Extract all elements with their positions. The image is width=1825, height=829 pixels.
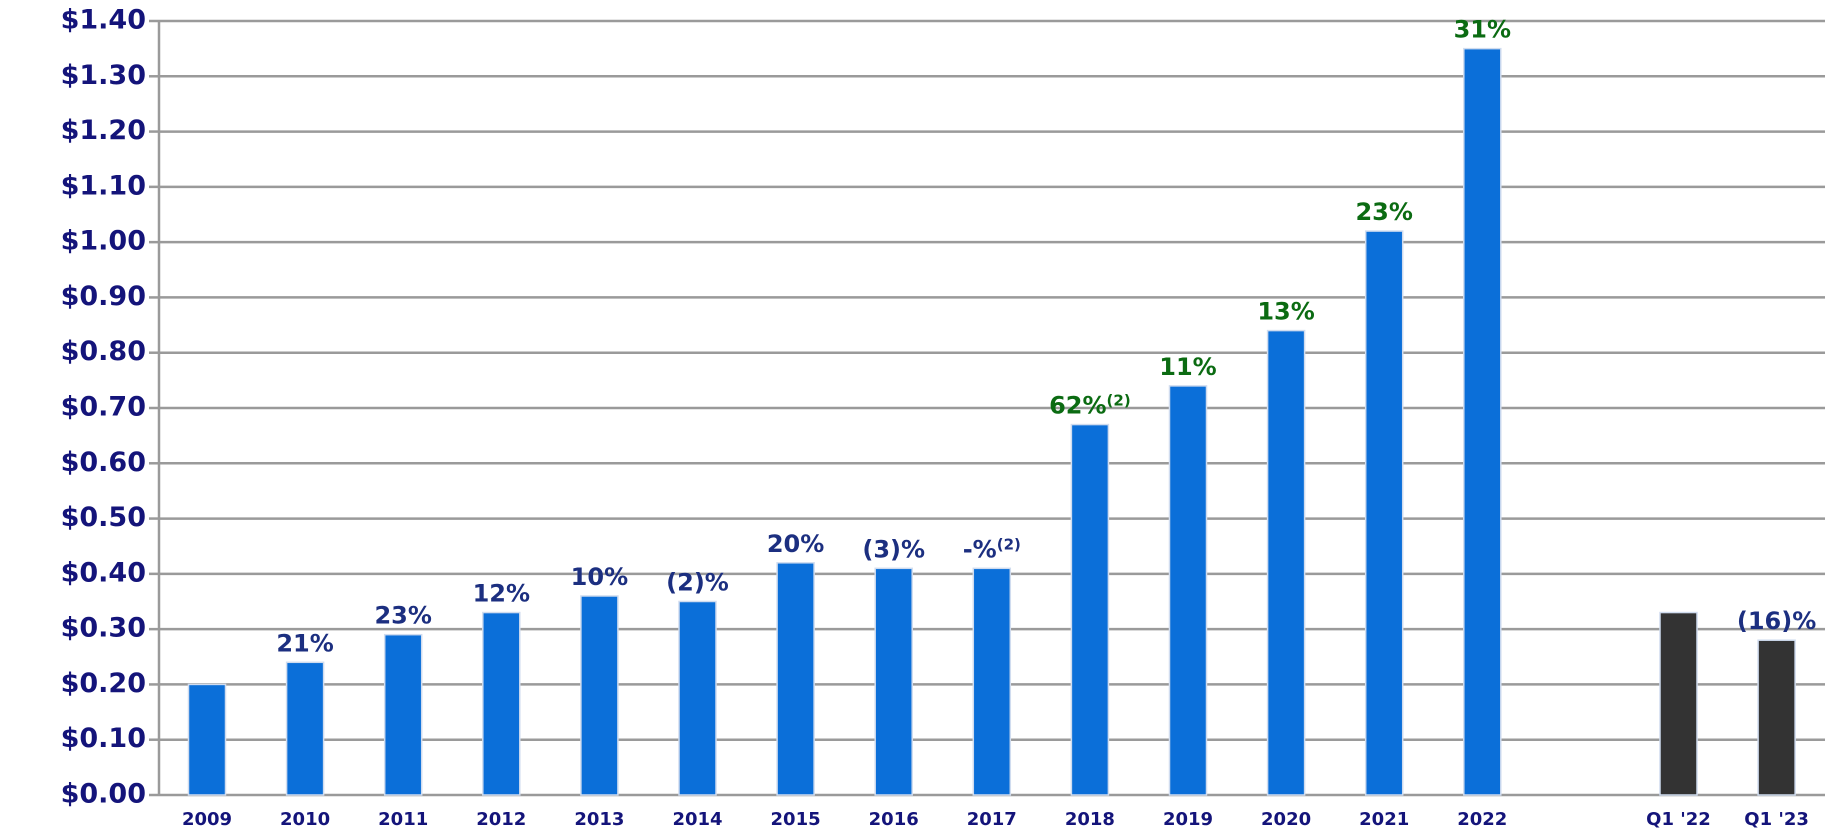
bar	[874, 567, 913, 796]
bar	[1463, 47, 1502, 796]
y-tick-label: $0.60	[61, 447, 146, 478]
y-tick-label: $0.20	[61, 668, 146, 699]
bar	[383, 633, 423, 796]
growth-label: 62%(2)	[1049, 391, 1131, 420]
x-tick-label: 2014	[672, 809, 722, 829]
bar	[482, 611, 521, 796]
growth-label-text: 23%	[374, 602, 431, 630]
x-tick-label: 2012	[476, 809, 526, 829]
growth-label: 23%	[374, 602, 431, 630]
growth-label: (2)%	[666, 569, 729, 597]
y-tick-label: $0.90	[61, 281, 146, 312]
bar	[1757, 639, 1796, 796]
x-tick-label: 2021	[1359, 809, 1409, 829]
growth-label-text: (2)%	[666, 569, 729, 597]
growth-label-text: 10%	[571, 563, 628, 591]
y-tick-label: $0.30	[61, 613, 146, 644]
growth-label-text: 31%	[1454, 16, 1511, 44]
bar	[972, 567, 1012, 796]
growth-label-note: (2)	[997, 535, 1021, 553]
bar	[678, 600, 717, 796]
growth-label: 21%	[276, 629, 333, 657]
bar	[776, 562, 815, 796]
growth-label-text: 21%	[276, 629, 333, 657]
x-tick-label: 2022	[1457, 809, 1507, 829]
growth-label-text: 13%	[1257, 298, 1314, 326]
y-tick-label: $1.00	[61, 226, 146, 257]
growth-label: 10%	[571, 563, 628, 591]
bar	[580, 595, 619, 796]
x-tick-label: 2018	[1065, 809, 1115, 829]
x-tick-label: 2019	[1163, 809, 1213, 829]
bar	[285, 661, 325, 796]
growth-label-note: (2)	[1107, 391, 1131, 409]
growth-label-text: 20%	[767, 530, 824, 558]
growth-label: 20%	[767, 530, 824, 558]
y-tick-label: $0.00	[61, 779, 146, 810]
growth-label: 13%	[1257, 298, 1314, 326]
y-tick-label: $0.50	[61, 502, 146, 533]
bar	[1364, 230, 1404, 796]
x-tick-label: 2015	[771, 809, 821, 829]
bar	[1266, 329, 1306, 796]
x-tick-label: 2009	[182, 809, 232, 829]
growth-label-text: 23%	[1355, 198, 1412, 226]
x-tick-label: 2016	[869, 809, 919, 829]
growth-label: (3)%	[862, 535, 925, 563]
y-tick-label: $1.10	[61, 170, 146, 201]
y-tick-label: $0.70	[61, 392, 146, 423]
growth-label-text: 11%	[1159, 353, 1216, 381]
x-tick-label: 2013	[574, 809, 624, 829]
bar	[187, 683, 227, 796]
growth-label: 31%	[1454, 16, 1511, 44]
y-tick-label: $1.30	[61, 60, 146, 91]
growth-label-text: (3)%	[862, 535, 925, 563]
growth-label-text: -%	[963, 535, 997, 563]
growth-label: 23%	[1355, 198, 1412, 226]
x-tick-label: 2010	[280, 809, 330, 829]
growth-label: 12%	[473, 580, 530, 608]
y-tick-label: $1.20	[61, 115, 146, 146]
y-tick-label: $0.40	[61, 557, 146, 588]
growth-label: -%(2)	[963, 535, 1021, 564]
growth-label-text: 62%	[1049, 392, 1106, 420]
bar	[1070, 423, 1110, 796]
x-tick-label: 2020	[1261, 809, 1311, 829]
bar	[1168, 385, 1208, 796]
x-tick-label: Q1 '23	[1744, 809, 1809, 829]
growth-label: 11%	[1159, 353, 1216, 381]
x-tick-label: Q1 '22	[1646, 809, 1711, 829]
x-tick-label: 2011	[378, 809, 428, 829]
growth-label-text: 12%	[473, 580, 530, 608]
bar	[1659, 611, 1698, 796]
growth-label: (16)%	[1737, 607, 1816, 635]
y-tick-label: $0.80	[61, 336, 146, 367]
y-tick-label: $1.40	[61, 5, 146, 36]
growth-label-text: (16)%	[1737, 607, 1816, 635]
x-tick-label: 2017	[967, 809, 1017, 829]
y-tick-label: $0.10	[61, 723, 146, 754]
